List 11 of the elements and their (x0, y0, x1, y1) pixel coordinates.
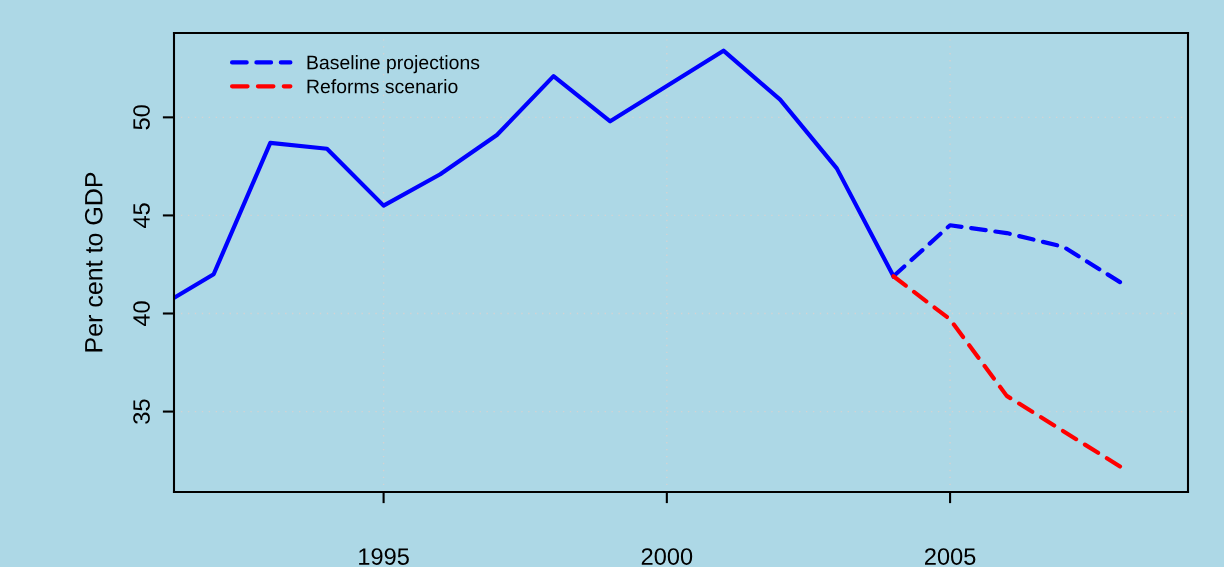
y-tick-label: 50 (133, 105, 150, 130)
x-tick-label: 2005 (925, 548, 976, 565)
legend-label: Reforms scenario (307, 79, 458, 94)
y-tick-label: 45 (133, 203, 150, 229)
legend-label: Baseline projections (307, 55, 480, 74)
y-axis-title: Per cent to GDP (84, 172, 103, 352)
x-tick-label: 1995 (359, 548, 409, 565)
line-series (891, 274, 1123, 469)
y-tick-label: 35 (133, 399, 150, 424)
x-tick-label: 2000 (641, 548, 693, 565)
y-tick-label: 40 (133, 301, 150, 327)
